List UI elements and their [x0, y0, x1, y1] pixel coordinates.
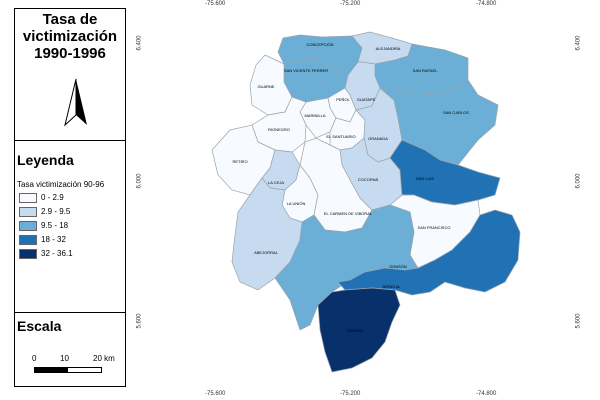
scale-heading: Escala: [17, 318, 62, 334]
label-granada: GRANADA: [368, 136, 388, 141]
label-sonson: SONSÓN: [389, 264, 406, 269]
label-el-carmen-de-viboral: EL CARMEN DE VIBORAL: [324, 211, 373, 216]
region-el-carmen-de-viboral: [299, 137, 373, 233]
label-san-luis: SAN LUIS: [416, 176, 435, 181]
divider-title: [15, 140, 125, 141]
label-san-vicente-ferrer: SAN VICENTE FERRER: [284, 68, 328, 73]
legend-item: 32 - 36.1: [19, 249, 73, 259]
region-narino: [317, 287, 401, 373]
label-el-santuario: EL SANTUARIO: [326, 134, 355, 139]
coord-bottom-3: -74.800: [476, 391, 497, 397]
label-marinilla: MARINILLA: [304, 113, 325, 118]
region-argelia: [337, 209, 521, 296]
legend-item: 2.9 - 9.5: [19, 207, 70, 217]
legend-swatch: [19, 235, 37, 245]
map-title: Tasa de victimización 1990-1996: [22, 11, 118, 62]
label-argelia: ARGELIA: [382, 284, 400, 289]
region-labels: CONCEPCIÓN ALEJANDRÍA SAN VICENTE FERRER…: [232, 42, 469, 333]
label-guatape: GUATAPÉ: [357, 97, 376, 102]
scale-bar: [34, 367, 102, 373]
scale-label-10: 10: [60, 354, 69, 363]
label-narino: NARIÑO: [347, 328, 363, 333]
region-san-carlos: [378, 79, 499, 166]
legend-panel: Tasa de victimización 1990-1996 Leyenda …: [14, 8, 126, 387]
label-penol: PEÑOL: [336, 97, 350, 102]
coord-top-1: -75.600: [205, 1, 226, 7]
label-abejorral: ABEJORRAL: [254, 250, 279, 255]
legend-swatch: [19, 207, 37, 217]
label-la-ceja: LA CEJA: [268, 180, 284, 185]
label-concepcion: CONCEPCIÓN: [306, 42, 333, 47]
label-la-union: LA UNIÓN: [287, 201, 306, 206]
label-guarne: GUARNE: [257, 84, 274, 89]
label-cocorna: COCORNÁ: [358, 177, 379, 182]
coord-bottom-2: -75.200: [340, 391, 361, 397]
scale-label-20: 20 km: [93, 354, 115, 363]
legend-swatch: [19, 249, 37, 259]
divider-scale: [15, 312, 125, 313]
coord-top-2: -75.200: [340, 1, 361, 7]
region-guatape: [344, 61, 381, 111]
legend-subtitle: Tasa victimización 90-96: [17, 180, 105, 189]
label-retiro: RETIRO: [232, 159, 247, 164]
scale-label-0: 0: [32, 354, 37, 363]
coord-bottom-1: -75.600: [205, 391, 226, 397]
label-san-rafael: SAN RAFAEL: [413, 68, 438, 73]
coord-top-3: -74.800: [476, 1, 497, 7]
label-san-francisco: SAN FRANCISCO: [418, 225, 451, 230]
north-arrow-icon: [64, 78, 87, 127]
legend-swatch: [19, 193, 37, 203]
label-alejandria: ALEJANDRÍA: [376, 46, 401, 51]
label-rionegro: RIONEGRO: [268, 127, 290, 132]
legend-swatch: [19, 221, 37, 231]
label-san-carlos: SAN CARLOS: [443, 110, 469, 115]
legend-heading: Leyenda: [17, 152, 74, 168]
legend-item: 18 - 32: [19, 235, 66, 245]
map-regions: [211, 31, 521, 373]
legend-item: 9.5 - 18: [19, 221, 68, 231]
legend-item: 0 - 2.9: [19, 193, 64, 203]
